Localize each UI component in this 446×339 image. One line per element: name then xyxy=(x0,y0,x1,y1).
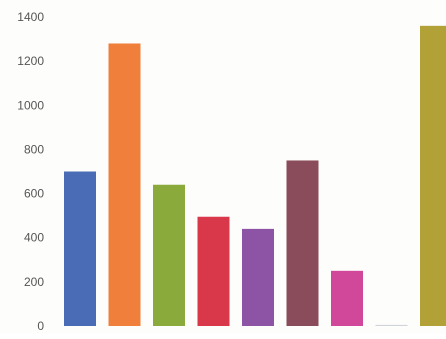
y-tick-label: 600 xyxy=(24,187,44,201)
y-tick-label: 200 xyxy=(24,275,44,289)
bar-5 xyxy=(242,228,274,326)
y-tick-label: 0 xyxy=(37,319,44,333)
bar-3 xyxy=(153,184,185,326)
y-tick-label: 1200 xyxy=(17,54,44,68)
y-tick-label: 800 xyxy=(24,142,44,156)
bar-8 xyxy=(375,324,408,326)
bar-1 xyxy=(64,171,96,326)
bar-7 xyxy=(331,270,363,326)
y-tick-label: 1000 xyxy=(17,98,44,112)
y-axis-tick-labels: 0 200 400 600 800 1000 1200 1400 xyxy=(17,10,44,333)
y-tick-label: 400 xyxy=(24,231,44,245)
bar-2 xyxy=(108,43,141,326)
bars-group xyxy=(64,25,446,326)
y-tick-label: 1400 xyxy=(17,10,44,24)
bar-9 xyxy=(420,25,446,326)
bar-6 xyxy=(286,160,319,326)
bar-4 xyxy=(197,216,230,326)
